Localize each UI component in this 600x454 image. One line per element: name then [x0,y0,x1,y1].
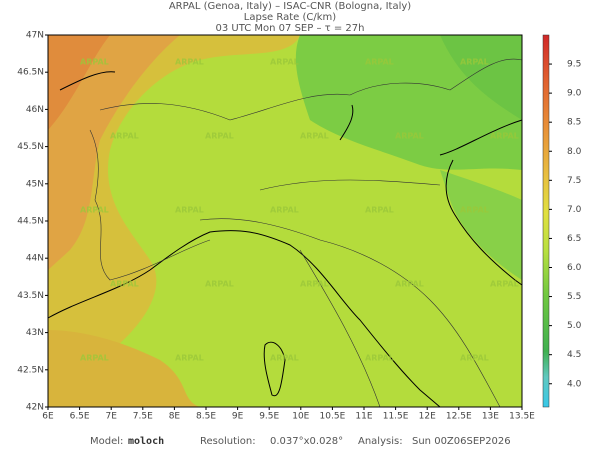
y-tick-label: 46.5N [17,68,44,78]
x-tick-label: 8E [169,412,181,422]
watermark: ARPAL [80,206,109,215]
x-tick-label: 6.5E [70,412,90,422]
x-tick-label: 10.5E [320,412,346,422]
colorbar [542,34,550,408]
watermark: ARPAL [395,280,424,289]
watermark: ARPAL [175,354,204,363]
header-line: 03 UTC Mon 07 SEP – τ = 27h [216,23,365,34]
x-tick-label: 13E [482,412,499,422]
watermark: ARPAL [395,132,424,141]
colorbar-tick-label: 4.0 [567,379,582,389]
colorbar-tick-label: 5.0 [567,321,582,331]
y-tick-label: 44N [26,254,44,264]
x-tick-label: 13.5E [509,412,535,422]
watermark: ARPAL [110,132,139,141]
header-line: Lapse Rate (C/km) [244,12,336,23]
watermark: ARPAL [490,280,519,289]
colorbar-tick-label: 6.0 [567,263,582,273]
colorbar-tick-label: 8.0 [567,147,582,157]
footer-value: 0.037°x0.028° [270,436,343,447]
y-tick-label: 47N [26,31,44,41]
footer-label: Resolution: [200,436,256,447]
x-tick-label: 9E [232,412,244,422]
watermark: ARPAL [270,354,299,363]
watermark: ARPAL [80,58,109,67]
watermark: ARPAL [205,280,234,289]
x-tick-label: 9.5E [259,412,279,422]
x-tick-label: 6E [42,412,54,422]
y-tick-label: 43N [26,328,44,338]
watermark: ARPAL [460,206,489,215]
footer-label: Model: [90,436,123,447]
colorbar-tick-label: 4.5 [567,350,581,360]
watermark: ARPAL [300,132,329,141]
map-field [48,35,522,407]
y-tick-label: 42.5N [17,365,44,375]
watermark: ARPAL [205,132,234,141]
watermark: ARPAL [460,354,489,363]
watermark: ARPAL [110,280,139,289]
colorbar-tick-label: 9.5 [567,60,581,70]
y-tick-label: 46N [26,105,44,115]
colorbar-tick-label: 7.5 [567,176,581,186]
x-tick-label: 12.5E [446,412,472,422]
watermark: ARPAL [300,280,329,289]
x-tick-label: 11E [355,412,372,422]
watermark: ARPAL [365,58,394,67]
x-tick-label: 11.5E [383,412,409,422]
y-tick-label: 44.5N [17,217,44,227]
watermark: ARPAL [365,354,394,363]
watermark: ARPAL [270,206,299,215]
footer-value: Sun 00Z06SEP2026 [412,436,511,447]
x-tick-label: 7E [105,412,117,422]
y-tick-label: 45.5N [17,142,44,152]
colorbar-tick-label: 7.0 [567,205,582,215]
watermark: ARPAL [80,354,109,363]
watermark: ARPAL [270,58,299,67]
x-tick-label: 10E [292,412,309,422]
watermark: ARPAL [175,206,204,215]
x-tick-label: 7.5E [133,412,153,422]
x-tick-label: 8.5E [196,412,216,422]
colorbar-tick-label: 9.0 [567,89,582,99]
watermarks: ARPAL ARPAL ARPAL ARPAL ARPAL ARPAL ARPAL ARPAL… [80,58,519,363]
colorbar-tick-label: 6.5 [567,234,581,244]
y-tick-label: 42N [26,403,44,413]
footer-label: Analysis: [358,436,403,447]
watermark: ARPAL [175,58,204,67]
colorbar-tick-label: 5.5 [567,292,581,302]
header-line: ARPAL (Genoa, Italy) – ISAC-CNR (Bologna… [169,1,411,12]
watermark: ARPAL [460,58,489,67]
watermark: ARPAL [490,132,519,141]
x-tick-label: 12E [419,412,436,422]
y-tick-label: 43.5N [17,291,44,301]
colorbar-tick-label: 8.5 [567,118,581,128]
watermark: ARPAL [365,206,394,215]
y-tick-label: 45N [26,179,44,189]
footer-value: moloch [128,436,164,447]
